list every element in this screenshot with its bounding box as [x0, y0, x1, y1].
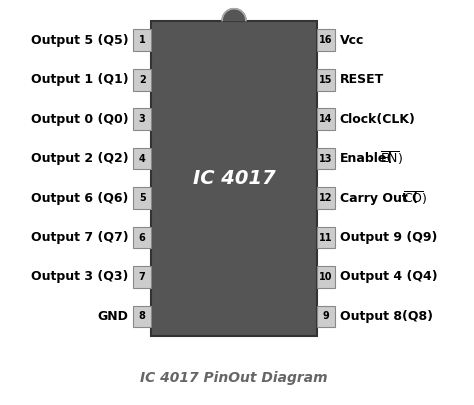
Bar	[317, 187, 335, 209]
Bar	[133, 305, 151, 327]
Text: Output 4 (Q4): Output 4 (Q4)	[340, 271, 438, 284]
Text: Output 3 (Q3): Output 3 (Q3)	[31, 271, 128, 284]
Text: 1: 1	[139, 35, 146, 45]
Bar	[133, 227, 151, 248]
Bar	[317, 148, 335, 169]
Text: Output 8(Q8): Output 8(Q8)	[340, 310, 433, 323]
Bar	[133, 187, 151, 209]
Text: 12: 12	[319, 193, 333, 203]
Text: 14: 14	[319, 114, 333, 124]
Bar	[133, 30, 151, 51]
Text: GND: GND	[98, 310, 128, 323]
Text: 8: 8	[139, 311, 146, 322]
Text: 4: 4	[139, 153, 146, 164]
Text: 6: 6	[139, 232, 146, 243]
Text: Output 0 (Q0): Output 0 (Q0)	[31, 113, 128, 126]
Bar	[133, 69, 151, 91]
Text: Clock(CLK): Clock(CLK)	[340, 113, 416, 126]
Bar	[151, 21, 317, 336]
Text: Output 1 (Q1): Output 1 (Q1)	[31, 73, 128, 86]
Text: $\mathsf{\overline{CO}}$): $\mathsf{\overline{CO}}$)	[403, 190, 427, 207]
Text: IC 4017 PinOut Diagram: IC 4017 PinOut Diagram	[140, 371, 328, 385]
Bar	[317, 108, 335, 130]
Bar	[317, 30, 335, 51]
Text: 10: 10	[319, 272, 333, 282]
Text: Output 6 (Q6): Output 6 (Q6)	[31, 192, 128, 205]
Text: Vcc: Vcc	[340, 34, 364, 47]
Bar	[133, 108, 151, 130]
Bar	[133, 148, 151, 169]
Text: $\mathsf{\overline{EN}}$): $\mathsf{\overline{EN}}$)	[380, 150, 403, 167]
Text: 5: 5	[139, 193, 146, 203]
Bar	[317, 305, 335, 327]
Text: 13: 13	[319, 153, 333, 164]
Text: Output 2 (Q2): Output 2 (Q2)	[31, 152, 128, 165]
Text: Enable(: Enable(	[340, 152, 393, 165]
Text: Carry Out (: Carry Out (	[340, 192, 418, 205]
Text: 7: 7	[139, 272, 146, 282]
Text: Output 7 (Q7): Output 7 (Q7)	[31, 231, 128, 244]
Bar	[317, 266, 335, 288]
Text: 3: 3	[139, 114, 146, 124]
Bar	[317, 69, 335, 91]
Text: 9: 9	[323, 311, 329, 322]
Bar	[133, 266, 151, 288]
Text: RESET: RESET	[340, 73, 384, 86]
Text: 11: 11	[319, 232, 333, 243]
Text: Output 5 (Q5): Output 5 (Q5)	[31, 34, 128, 47]
Text: Output 9 (Q9): Output 9 (Q9)	[340, 231, 437, 244]
Polygon shape	[222, 9, 246, 21]
Text: IC 4017: IC 4017	[192, 169, 275, 188]
Text: 2: 2	[139, 75, 146, 85]
Bar	[317, 227, 335, 248]
Text: 15: 15	[319, 75, 333, 85]
Text: 16: 16	[319, 35, 333, 45]
